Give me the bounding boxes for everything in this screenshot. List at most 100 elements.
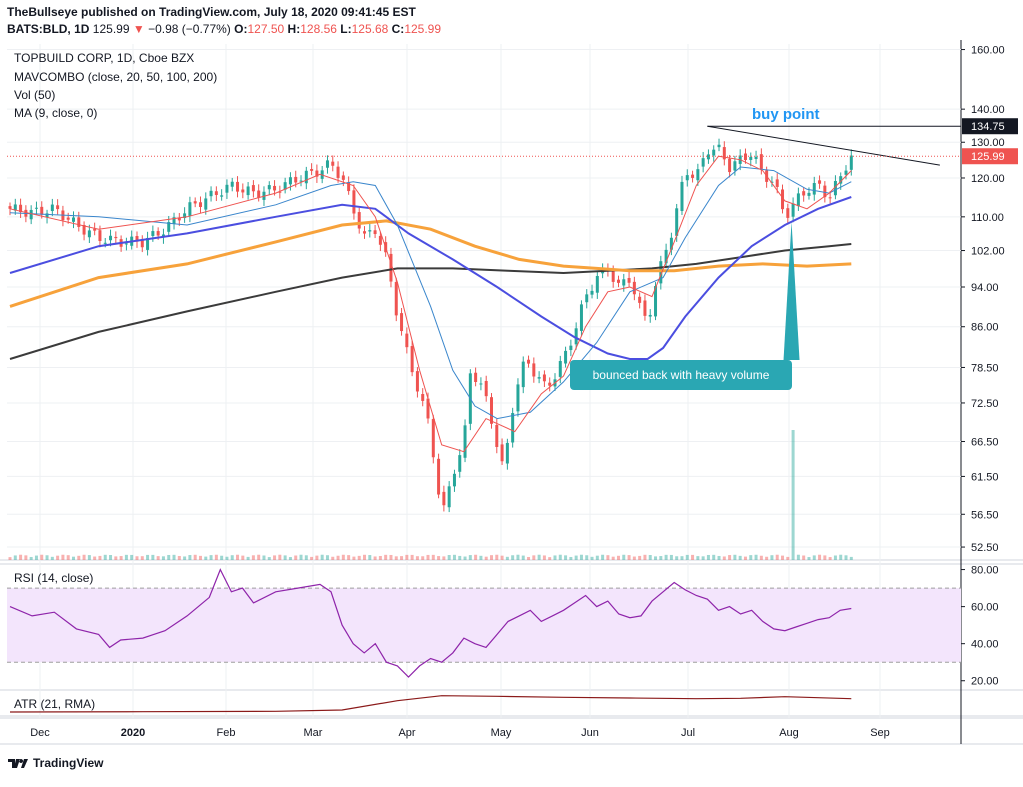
candle-body <box>146 237 150 250</box>
y-tick-label: 52.50 <box>971 542 999 554</box>
volume-bar <box>82 554 86 560</box>
candle-body <box>198 202 202 208</box>
candle-body <box>781 189 785 210</box>
volume-bar <box>368 555 372 560</box>
rsi-legend[interactable]: RSI (14, close) <box>14 571 94 585</box>
candle-body <box>452 473 456 487</box>
volume-bar <box>320 554 324 560</box>
volume-bar <box>124 554 128 560</box>
candle-body <box>749 156 753 160</box>
volume-bar <box>754 554 758 560</box>
candle-body <box>29 209 33 220</box>
candle-body <box>98 230 102 242</box>
volume-bar <box>807 557 811 560</box>
candle-body <box>13 204 17 211</box>
candle-body <box>341 175 345 180</box>
x-tick-label: Sep <box>870 727 890 739</box>
candle-body <box>669 237 673 250</box>
candle-body <box>278 191 282 193</box>
legend-vol[interactable]: Vol (50) <box>14 88 56 102</box>
x-tick-label: Jun <box>581 727 599 739</box>
candle-body <box>505 442 509 464</box>
volume-bar <box>474 554 478 560</box>
candle-body <box>458 455 462 472</box>
publisher-line: TheBullseye published on TradingView.com… <box>7 5 416 19</box>
candle-body <box>156 231 160 236</box>
volume-bar <box>130 554 134 560</box>
candle-body <box>71 217 75 222</box>
volume-bar <box>267 557 271 560</box>
candle-body <box>839 176 843 184</box>
candle-body <box>50 204 54 212</box>
volume-bar <box>675 556 679 560</box>
candle-body <box>590 290 594 295</box>
candle-body <box>193 201 197 204</box>
volume-bar <box>384 554 388 560</box>
candle-body <box>389 253 393 282</box>
callout-pointer <box>783 221 800 360</box>
y-tick-label: 56.50 <box>971 509 999 521</box>
volume-bar <box>717 555 721 560</box>
candle-body <box>315 170 319 177</box>
volume-bar <box>611 556 615 560</box>
volume-bar <box>722 556 726 560</box>
candle-body <box>743 153 747 161</box>
atr-line <box>9 695 852 713</box>
candle-body <box>548 382 552 386</box>
legend-ma[interactable]: MA (9, close, 0) <box>14 106 98 120</box>
atr-legend[interactable]: ATR (21, RMA) <box>14 697 96 711</box>
volume-bar <box>569 556 573 560</box>
volume-bar <box>685 554 689 560</box>
volume-bar <box>527 556 531 560</box>
volume-bar <box>410 554 414 560</box>
candle-body <box>474 372 478 382</box>
candle-body <box>431 419 435 458</box>
candle-body <box>823 185 827 198</box>
volume-bar <box>40 554 44 560</box>
volume-bar <box>336 555 340 560</box>
legend-mavcombo[interactable]: MAVCOMBO (close, 20, 50, 100, 200) <box>14 70 218 84</box>
volume-bar <box>172 554 176 560</box>
candle-body <box>569 345 573 351</box>
volume-bar <box>812 555 816 560</box>
volume-bar <box>310 556 314 560</box>
volume-bar <box>437 556 441 560</box>
volume-bar <box>77 555 81 560</box>
tradingview-logo[interactable]: TradingView <box>7 756 103 770</box>
candle-body <box>220 195 224 197</box>
candle-body <box>463 425 467 458</box>
candle-body <box>373 230 377 235</box>
volume-bar <box>585 555 589 560</box>
y-tick-label: 61.50 <box>971 471 999 483</box>
volume-bar <box>728 555 732 560</box>
volume-bar <box>198 555 202 560</box>
low-value: 125.68 <box>351 22 389 36</box>
legend-title[interactable]: TOPBUILD CORP, 1D, Cboe BZX <box>14 51 195 65</box>
candle-body <box>558 361 562 377</box>
volume-bar <box>495 554 499 560</box>
volume-bar <box>24 555 28 560</box>
candle-body <box>66 217 70 220</box>
volume-bar <box>66 555 70 560</box>
candle-body <box>521 361 525 388</box>
candle-body <box>177 217 181 221</box>
y-tick-label: 86.00 <box>971 322 999 334</box>
candle-body <box>304 170 308 184</box>
volume-bar <box>659 556 663 560</box>
volume-bar <box>606 555 610 560</box>
volume-bar <box>706 554 710 560</box>
candle-body <box>368 230 372 232</box>
candle-body <box>124 243 128 245</box>
candle-body <box>209 190 213 197</box>
candle-body <box>648 314 652 317</box>
volume-bar <box>564 555 568 560</box>
candle-body <box>489 397 493 424</box>
candle-body <box>294 176 298 183</box>
volume-bar <box>500 555 504 560</box>
candle-body <box>251 185 255 192</box>
volume-bar <box>56 555 60 560</box>
rsi-tick-label: 80.00 <box>971 565 999 577</box>
volume-bar <box>331 556 335 560</box>
candle-body <box>818 180 822 184</box>
